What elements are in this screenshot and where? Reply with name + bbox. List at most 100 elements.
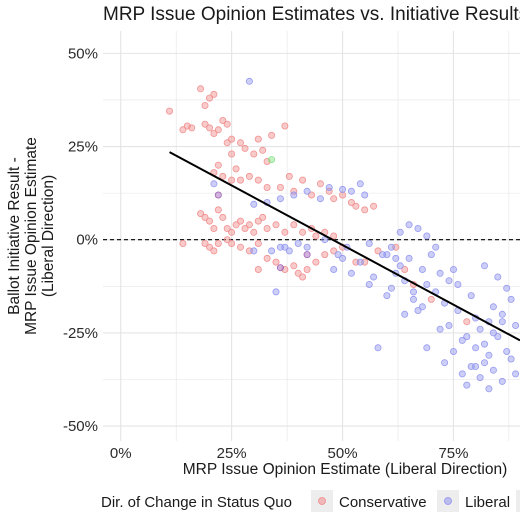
data-point-conservative [228,239,236,247]
data-point-liberal [290,191,298,199]
x-tick-label: 75% [438,445,468,462]
data-point-liberal [512,370,520,378]
data-point-conservative [219,213,227,221]
data-point-conservative [228,176,236,184]
data-point-liberal [272,288,280,296]
data-point-liberal [454,280,462,288]
data-point-conservative [254,217,262,225]
legend-key-partial [516,490,520,512]
data-point-liberal [432,243,440,251]
data-point-conservative [401,265,409,273]
data-point-liberal [303,243,311,251]
data-point-conservative [254,176,262,184]
data-point-conservative [210,224,218,232]
data-point-conservative [214,126,222,134]
data-point-conservative [463,318,471,326]
data-point-liberal [489,366,497,374]
chart-title: MRP Issue Opinion Estimates vs. Initiati… [103,4,520,25]
data-point-liberal [387,243,395,251]
data-point-liberal [476,325,484,333]
data-point-conservative [245,221,253,229]
data-point-conservative [254,135,262,143]
data-point-liberal [512,321,520,329]
data-point-conservative [214,239,222,247]
data-point-conservative [330,247,338,255]
data-point-conservative [210,247,218,255]
data-point-liberal [418,265,426,273]
y-tick-label: -50% [63,418,98,435]
data-point-liberal [423,280,431,288]
x-tick-label: 25% [217,445,247,462]
x-tick-labels: 0% 25% 50% 75% [110,445,469,462]
data-point-liberal [445,277,453,285]
data-point-liberal [472,344,480,352]
data-point-liberal [489,303,497,311]
data-point-conservative [241,224,249,232]
data-point-conservative [263,254,271,262]
data-point-conservative [374,247,382,255]
data-point-conservative [165,107,173,115]
data-point-conservative [179,126,187,134]
data-point-conservative [254,265,262,273]
y-tick-label: -25% [63,325,98,342]
y-axis-title-line-3: (Liberal Direction) [40,175,57,297]
data-point-conservative [303,265,311,273]
data-point-liberal [356,180,364,188]
data-point-liberal [370,273,378,281]
data-points [165,77,520,393]
data-point-liberal [339,254,347,262]
data-point-liberal [250,247,258,255]
data-point-conservative [214,206,222,214]
data-point-liberal [480,340,488,348]
data-point-liberal [449,265,457,273]
data-point-conservative [250,228,258,236]
data-point-liberal [294,239,302,247]
data-point-liberal [485,385,493,393]
data-point-conservative [259,213,267,221]
data-point-conservative [223,236,231,244]
data-point-liberal [423,232,431,240]
data-point-overlap [214,191,222,199]
data-point-conservative [223,139,231,147]
data-point-liberal [458,370,466,378]
data-point-liberal [276,195,284,203]
data-point-conservative [197,85,205,93]
data-point-conservative [214,161,222,169]
data-point-conservative [281,122,289,130]
data-point-conservative [290,262,298,270]
data-point-conservative [188,124,196,132]
data-point-liberal [472,362,480,370]
data-point-liberal [463,333,471,341]
data-point-liberal [383,292,391,300]
data-point-liberal [445,321,453,329]
data-point-liberal [316,195,324,203]
data-point-conservative [370,202,378,210]
y-tick-label: 50% [68,45,98,62]
data-point-conservative [316,180,324,188]
y-axis-title-line-2: MRP Issue Opinion Estimate [23,137,40,335]
data-point-liberal [418,303,426,311]
data-point-conservative [201,120,209,128]
data-point-conservative [201,239,209,247]
data-point-conservative [294,269,302,277]
data-point-liberal [489,329,497,337]
data-point-conservative [205,243,213,251]
trend-line [169,151,520,342]
data-point-conservative [321,251,329,259]
y-tick-label: 0% [76,232,98,249]
data-point-liberal [325,183,333,191]
data-point-liberal [498,377,506,385]
data-point-liberal [467,292,475,300]
data-point-conservative [210,129,218,137]
data-point-liberal [361,191,369,199]
data-point-liberal [334,251,342,259]
data-point-conservative [250,150,258,158]
data-point-conservative [276,183,284,191]
data-point-liberal [365,280,373,288]
data-point-conservative [232,165,240,173]
data-point-liberal [494,273,502,281]
data-point-conservative [299,228,307,236]
data-point-liberal [414,224,422,232]
legend-marker-conservative [318,497,326,505]
data-point-liberal [507,295,515,303]
